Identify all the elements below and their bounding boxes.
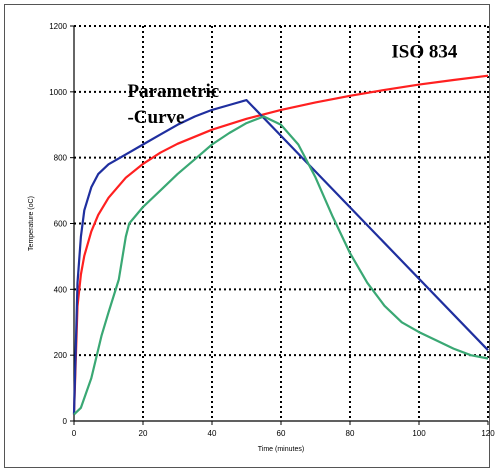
chart-frame [4,4,490,468]
annotation-0: ISO 834 [391,41,457,62]
x-tick-label: 40 [208,429,217,438]
y-tick-label: 0 [63,417,68,426]
series-line-1 [72,98,489,415]
x-tick-label: 20 [139,429,148,438]
series-line-0 [72,74,489,415]
x-tick-label: 0 [72,429,77,438]
y-tick-label: 1200 [49,22,67,31]
annotation-1: Parametric [127,81,219,102]
y-axis-label: Temperature (oC) [28,196,35,251]
x-tick-label: 100 [412,429,426,438]
grid [74,25,489,421]
x-axis-label: Time (minutes) [258,446,304,453]
series-lines [72,74,489,416]
annotation-2: -Curve [127,107,184,128]
y-tick-label: 400 [54,285,68,294]
y-tick-label: 600 [54,220,68,229]
y-tick-label: 1000 [49,88,67,97]
annotations: ISO 834 Parametric -Curve [127,41,457,128]
x-tick-label: 120 [481,429,495,438]
y-tick-label: 800 [54,154,68,163]
y-tick-label: 200 [54,351,68,360]
series-line-2 [73,115,489,416]
x-tick-label: 80 [346,429,355,438]
x-tick-label: 60 [277,429,286,438]
